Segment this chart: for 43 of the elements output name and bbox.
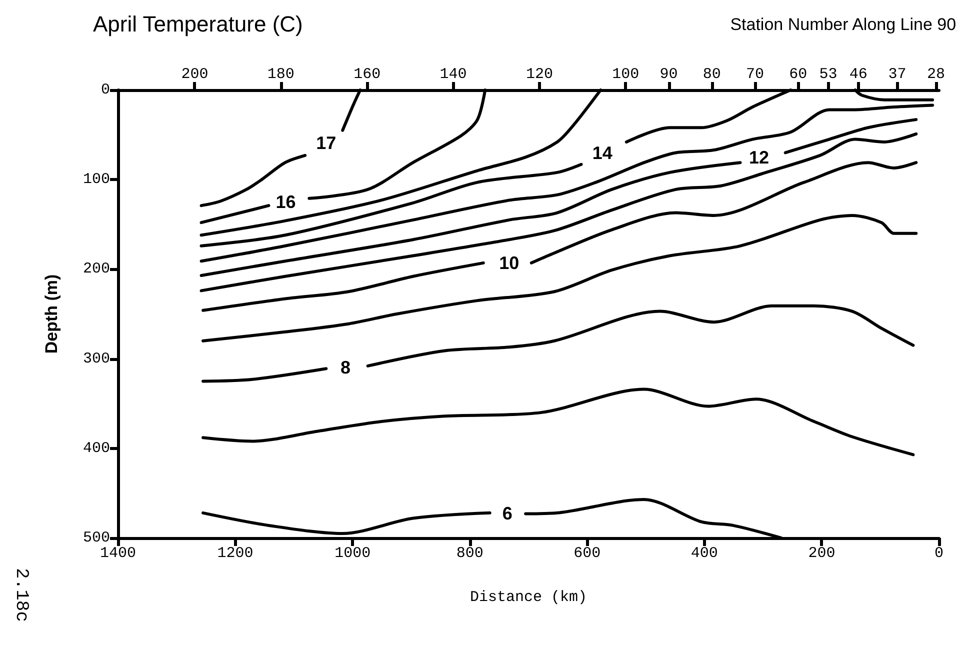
x2-tick-label: 120 <box>526 66 553 83</box>
x-tick-label: 1000 <box>334 545 371 562</box>
x2-tick-label: 37 <box>888 66 906 83</box>
y-tick-label: 500 <box>82 530 110 546</box>
y-axis-title: Depth (m) <box>42 274 61 354</box>
chart-title: April Temperature (C) <box>93 12 303 36</box>
y-tick-label: 100 <box>82 171 110 188</box>
x2-tick-label: 140 <box>440 66 467 83</box>
series-label: 10 <box>499 252 520 273</box>
x-tick-label: 1400 <box>100 545 136 562</box>
x2-tick-label: 60 <box>789 66 808 83</box>
x-tick-label: 800 <box>456 545 484 562</box>
x2-tick-label: 80 <box>702 66 721 83</box>
series-label: 17 <box>316 132 336 153</box>
series-label: 6 <box>502 503 512 524</box>
x2-tick-label: 160 <box>354 66 381 83</box>
y-tick-label: 200 <box>82 260 110 278</box>
series-label: 14 <box>592 143 612 164</box>
x-tick-label: 1200 <box>217 545 254 562</box>
series-label: 16 <box>276 192 296 212</box>
x2-tick-label: 28 <box>926 66 945 83</box>
x2-tick-label: 46 <box>849 66 868 83</box>
text: 2.18c <box>11 568 31 622</box>
x2-tick-label: 200 <box>181 66 208 83</box>
x-tick-label: 0 <box>934 545 944 562</box>
line-series <box>200 132 918 292</box>
x2-axis-title: Station Number Along Line 90 <box>730 15 956 34</box>
y-tick-label: 300 <box>82 350 110 368</box>
x-tick-label: 200 <box>808 545 836 562</box>
y-tick-label: 400 <box>82 440 110 457</box>
x2-tick-label: 180 <box>267 66 294 83</box>
x2-tick-label: 100 <box>612 66 640 83</box>
x2-tick-label: 53 <box>819 66 838 83</box>
x-tick-label: 600 <box>574 545 601 562</box>
y-tick-label: 0 <box>100 82 110 98</box>
line-series <box>202 214 918 342</box>
line-series <box>202 388 915 456</box>
series-label: 8 <box>340 357 351 378</box>
x-axis-title: Distance (km) <box>470 589 588 606</box>
x2-tick-label: 70 <box>746 66 764 83</box>
x-tick-label: 400 <box>690 545 718 562</box>
series-label: 12 <box>748 148 769 168</box>
x2-tick-label: 90 <box>660 66 678 83</box>
